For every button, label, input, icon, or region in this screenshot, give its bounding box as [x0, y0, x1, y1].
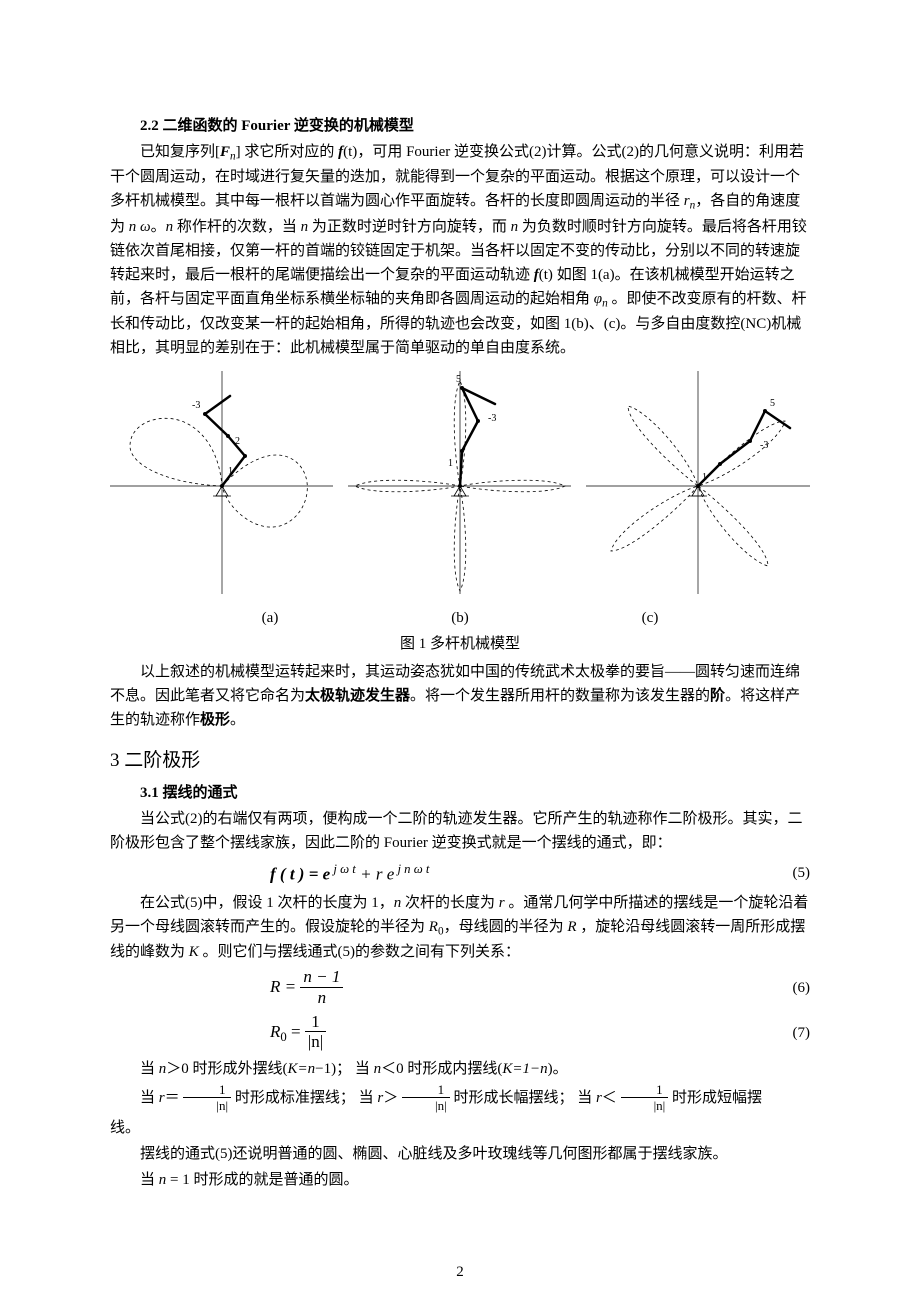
txt: ＝	[165, 1090, 184, 1106]
eq5-lhs: f ( t ) = e	[270, 864, 330, 883]
para-after-fig: 以上叙述的机械模型运转起来时，其运动姿态犹如中国的传统武术太极拳的要旨——圆转匀…	[110, 660, 810, 732]
f2-top: 1	[402, 1083, 450, 1098]
f3-bot: |n|	[621, 1098, 669, 1114]
txt: 。将一个发生器所用杆的数量称为该发生器的	[410, 688, 710, 704]
equation-7: R0 = 1 |n| (7)	[110, 1013, 810, 1053]
figure-1-sublabels: (a) (b) (c)	[175, 606, 745, 630]
heading-2-2: 2.2 二维函数的 Fourier 逆变换的机械模型	[110, 114, 810, 138]
eq7-num: (7)	[750, 1021, 810, 1045]
para-2-2-body: 已知复序列[Fn] 求它所对应的 f(t)，可用 Fourier 逆变换公式(2…	[110, 140, 810, 360]
eq6-frac: n − 1 n	[300, 968, 343, 1008]
sym-K: K	[189, 944, 199, 960]
sym-nomega: n ω	[129, 219, 151, 235]
equation-6: R = n − 1 n (6)	[110, 968, 810, 1008]
txt: 称作杆的次数，当	[173, 219, 301, 235]
fig-a-label-1: 1	[228, 466, 233, 477]
txt: 时形成长幅摆线； 当	[453, 1090, 596, 1106]
sym-Fn: F	[220, 144, 230, 160]
final-para-1: 摆线的通式(5)还说明普通的圆、椭圆、心脏线及多叶玫瑰线等几何图形都属于摆线家族…	[110, 1142, 810, 1166]
eq7-frac-top: 1	[305, 1013, 326, 1033]
eq6-lhs: R =	[270, 977, 300, 996]
frac-2: 1 |n|	[402, 1083, 450, 1114]
eq5-exp2: j n ω t	[394, 862, 429, 876]
fig-c-label-minus3: -3	[760, 440, 768, 451]
txt: 次杆的长度为	[401, 895, 499, 911]
txt: 当	[140, 1172, 159, 1188]
txt: 。则它们与摆线通式(5)的参数之间有下列关系：	[199, 944, 520, 960]
page-root: 2.2 二维函数的 Fourier 逆变换的机械模型 已知复序列[Fn ] 求它所…	[0, 0, 920, 1302]
eq7-frac-bot: |n|	[305, 1032, 326, 1052]
txt: 已知复序列[	[140, 144, 220, 160]
fig-b-label-1: 1	[448, 458, 453, 469]
term-taiji: 太极轨迹发生器	[305, 688, 410, 704]
eq6-frac-top: n − 1	[300, 968, 343, 988]
txt: ，母线圆的半径为	[444, 919, 568, 935]
txt: = 1 时形成的就是普通的圆。	[166, 1172, 358, 1188]
txt: ＜0 时形成内摆线(	[381, 1061, 502, 1077]
txt: 在公式(5)中，假设 1 次杆的长度为 1，	[140, 895, 394, 911]
txt: ＞0 时形成外摆线(	[166, 1061, 287, 1077]
txt: 当	[140, 1090, 159, 1106]
fig-c-label-5: 5	[770, 398, 775, 409]
txt: 。	[230, 712, 245, 728]
txt: −1)； 当	[315, 1061, 373, 1077]
sym-ft-arg: (t)	[343, 144, 357, 160]
frac-3: 1 |n|	[621, 1083, 669, 1114]
eq7-R: R	[270, 1021, 280, 1040]
eq6-frac-bot: n	[300, 988, 343, 1008]
eq7-eq: =	[287, 1021, 305, 1040]
eq7-frac: 1 |n|	[305, 1013, 326, 1053]
fig-c-label-1: 1	[702, 472, 707, 483]
f3-top: 1	[621, 1083, 669, 1098]
txt: )。	[548, 1061, 568, 1077]
sym-n1: n	[166, 219, 174, 235]
eq6-num: (6)	[750, 976, 810, 1000]
txt: ＞	[383, 1090, 402, 1106]
fig1-label-b: (b)	[365, 606, 555, 630]
heading-3: 3 二阶极形	[110, 746, 810, 776]
fig1-label-a: (a)	[175, 606, 365, 630]
figure-1-svg: -3 2 1	[110, 366, 810, 606]
line-after-eq7-2: 当 r＝ 1 |n| 时形成标准摆线； 当 r＞ 1 |n| 时形成长幅摆线； …	[110, 1083, 810, 1114]
line-after-eq7-1: 当 n＞0 时形成外摆线(K=n−1)； 当 n＜0 时形成内摆线(K=1−n)…	[110, 1057, 810, 1081]
eq5-exp1: j ω t	[330, 862, 356, 876]
sym-ft2-arg: (t)	[539, 267, 553, 283]
line-after-eq7-2-cont: 线。	[110, 1116, 810, 1140]
frac-1: 1 |n|	[183, 1083, 231, 1114]
equation-5: f ( t ) = e j ω t + r e j n ω t (5)	[110, 859, 810, 888]
f2-bot: |n|	[402, 1098, 450, 1114]
sym-R0: R	[429, 919, 438, 935]
para-3-1-body: 当公式(2)的右端仅有两项，便构成一个二阶的轨迹发生器。它所产生的轨迹称作二阶极…	[110, 807, 810, 855]
term-jixing: 极形	[200, 712, 230, 728]
sym-Keq2: K=1−n	[502, 1061, 547, 1077]
txt: 为正数时逆时针方向旋转，而	[308, 219, 511, 235]
txt: 。	[151, 219, 166, 235]
heading-3-1: 3.1 摆线的通式	[110, 781, 810, 805]
txt: 时形成标准摆线； 当	[235, 1090, 378, 1106]
final-para-2: 当 n = 1 时形成的就是普通的圆。	[110, 1168, 810, 1192]
txt: ＜	[602, 1090, 621, 1106]
fig1-label-c: (c)	[555, 606, 745, 630]
page-number: 2	[0, 1260, 920, 1284]
fig-a-label-2: 2	[235, 436, 240, 447]
figure-1-caption: 图 1 多杆机械模型	[110, 632, 810, 656]
eq5-num: (5)	[750, 861, 810, 885]
txt: 时形成短幅摆	[672, 1090, 762, 1106]
f1-top: 1	[183, 1083, 231, 1098]
f1-bot: |n|	[183, 1098, 231, 1114]
sym-R: R	[567, 919, 576, 935]
fig-b-label-minus3: -3	[488, 413, 496, 424]
term-jie: 阶	[710, 688, 725, 704]
eq5-mid: + r e	[356, 864, 394, 883]
para-after-eq5: 在公式(5)中，假设 1 次杆的长度为 1，n 次杆的长度为 r 。通常几何学中…	[110, 891, 810, 964]
sym-Keq1: K=n	[288, 1061, 316, 1077]
fig-a-label-minus3: -3	[192, 400, 200, 411]
sym-n2: n	[374, 1061, 382, 1077]
txt: 当	[140, 1061, 159, 1077]
txt: ] 求它所对应的	[236, 144, 339, 160]
figure-1: -3 2 1	[110, 366, 810, 656]
fig-b-label-5: 5	[456, 374, 461, 385]
sym-phi: φ	[594, 291, 602, 307]
